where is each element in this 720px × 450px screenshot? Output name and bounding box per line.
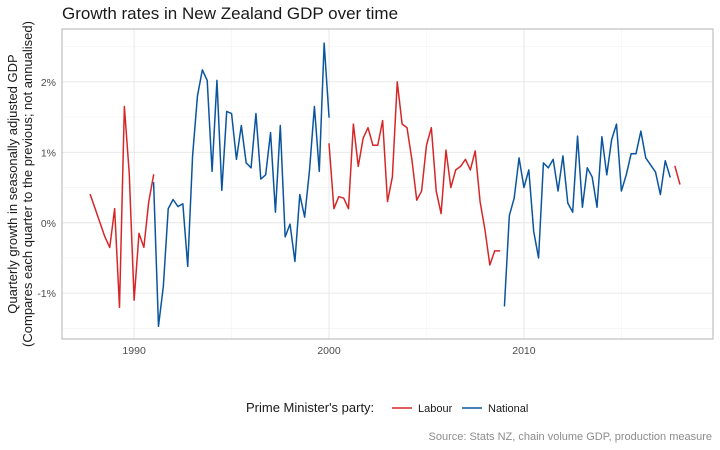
- series-lines: [89, 42, 681, 328]
- x-tick-label: 1990: [122, 345, 146, 357]
- axis-ticks: 1990 2000 2010 -1% 0% 1% 2%: [37, 77, 535, 357]
- y-axis-subtitle: (Compares each quarter to the previous; …: [20, 21, 35, 347]
- legend-label-labour: Labour: [418, 403, 453, 415]
- legend-label-national: National: [488, 403, 528, 415]
- grid: [62, 29, 713, 339]
- y-axis-title: Quarterly growth in seasonally adjusted …: [5, 54, 20, 313]
- series-line-national-0: [152, 42, 330, 328]
- y-tick-label: -1%: [37, 288, 56, 300]
- legend-title: Prime Minister's party:: [246, 400, 374, 415]
- series-line-labour-1: [328, 81, 501, 266]
- legend: Prime Minister's party: Labour National: [246, 400, 528, 415]
- y-tick-label: 1%: [41, 147, 56, 159]
- y-tick-label: 2%: [41, 77, 56, 89]
- series-line-labour-2: [674, 165, 681, 185]
- chart-title: Growth rates in New Zealand GDP over tim…: [62, 4, 398, 23]
- series-line-labour-0: [89, 105, 155, 309]
- series-line-national-1: [503, 123, 671, 307]
- x-tick-label: 2000: [317, 345, 341, 357]
- chart-caption: Source: Stats NZ, chain volume GDP, prod…: [429, 431, 713, 443]
- y-tick-label: 0%: [41, 218, 56, 230]
- plot-panel: [61, 28, 714, 340]
- x-tick-label: 2010: [512, 345, 536, 357]
- y-axis-title-group: Quarterly growth in seasonally adjusted …: [5, 21, 35, 347]
